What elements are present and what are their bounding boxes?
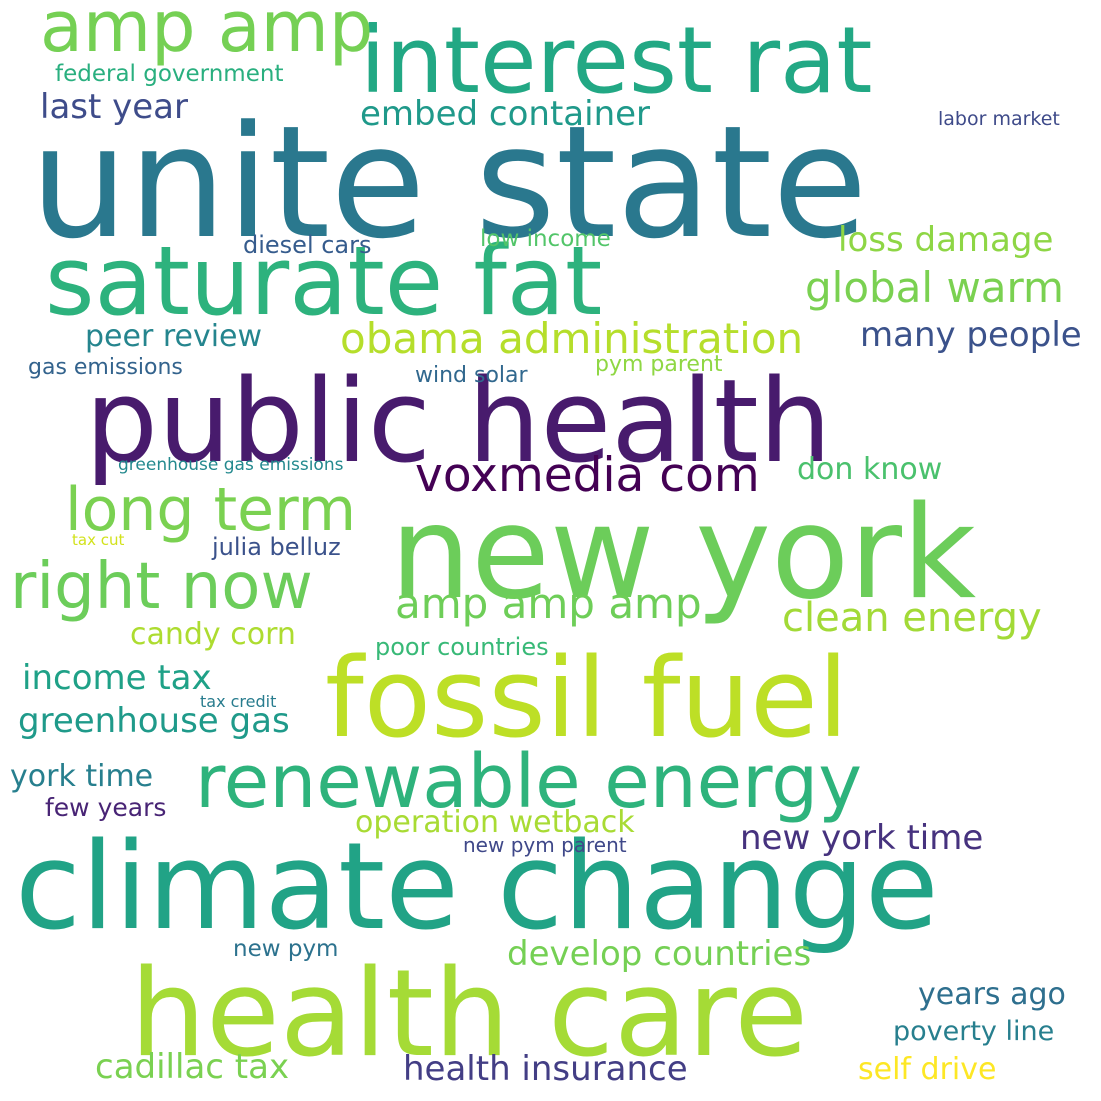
- word: new pym: [233, 936, 339, 962]
- word: new york time: [740, 818, 984, 858]
- word: last year: [40, 87, 188, 127]
- word: poor countries: [375, 633, 549, 661]
- word: tax credit: [200, 692, 277, 711]
- word: don know: [797, 452, 943, 487]
- word: julia belluz: [212, 533, 341, 561]
- word: wind solar: [415, 363, 528, 388]
- word: right now: [10, 550, 313, 624]
- word: health care: [130, 945, 809, 1084]
- word: years ago: [918, 977, 1066, 1012]
- word: new pym parent: [463, 833, 627, 857]
- word: fossil fuel: [325, 634, 849, 762]
- word: loss damage: [838, 220, 1054, 260]
- word: poverty line: [893, 1016, 1055, 1047]
- word: saturate fat: [45, 227, 603, 337]
- word: develop countries: [507, 934, 812, 974]
- word: operation wetback: [355, 805, 635, 840]
- word: interest rat: [360, 7, 873, 114]
- word: pym parent: [595, 352, 723, 377]
- word: long term: [65, 475, 357, 545]
- word: cadillac tax: [95, 1047, 290, 1087]
- word: amp amp amp: [395, 579, 702, 628]
- word: unite state: [30, 92, 868, 273]
- word: income tax: [22, 658, 212, 698]
- word: tax cut: [72, 531, 125, 549]
- word: federal government: [55, 61, 284, 87]
- word: few years: [45, 793, 167, 822]
- word: candy corn: [130, 617, 296, 652]
- word: many people: [860, 315, 1082, 355]
- word: diesel cars: [243, 231, 372, 259]
- word: amp amp: [40, 0, 374, 68]
- word: health insurance: [403, 1049, 688, 1089]
- word: peer review: [85, 319, 263, 354]
- word: new york: [390, 479, 977, 628]
- word: york time: [10, 759, 154, 794]
- word: greenhouse gas emissions: [118, 455, 344, 475]
- word: clean energy: [782, 595, 1042, 641]
- word: climate change: [15, 818, 939, 957]
- word: greenhouse gas: [18, 701, 290, 741]
- word: embed container: [360, 94, 651, 134]
- word: public health: [85, 355, 832, 489]
- word: voxmedia com: [415, 448, 760, 503]
- word: labor market: [938, 108, 1060, 130]
- word: gas emissions: [28, 355, 183, 380]
- word: obama administration: [340, 314, 804, 363]
- word: self drive: [858, 1052, 997, 1087]
- word: global warm: [805, 263, 1064, 312]
- word: renewable energy: [195, 739, 863, 825]
- word: low income: [480, 226, 611, 252]
